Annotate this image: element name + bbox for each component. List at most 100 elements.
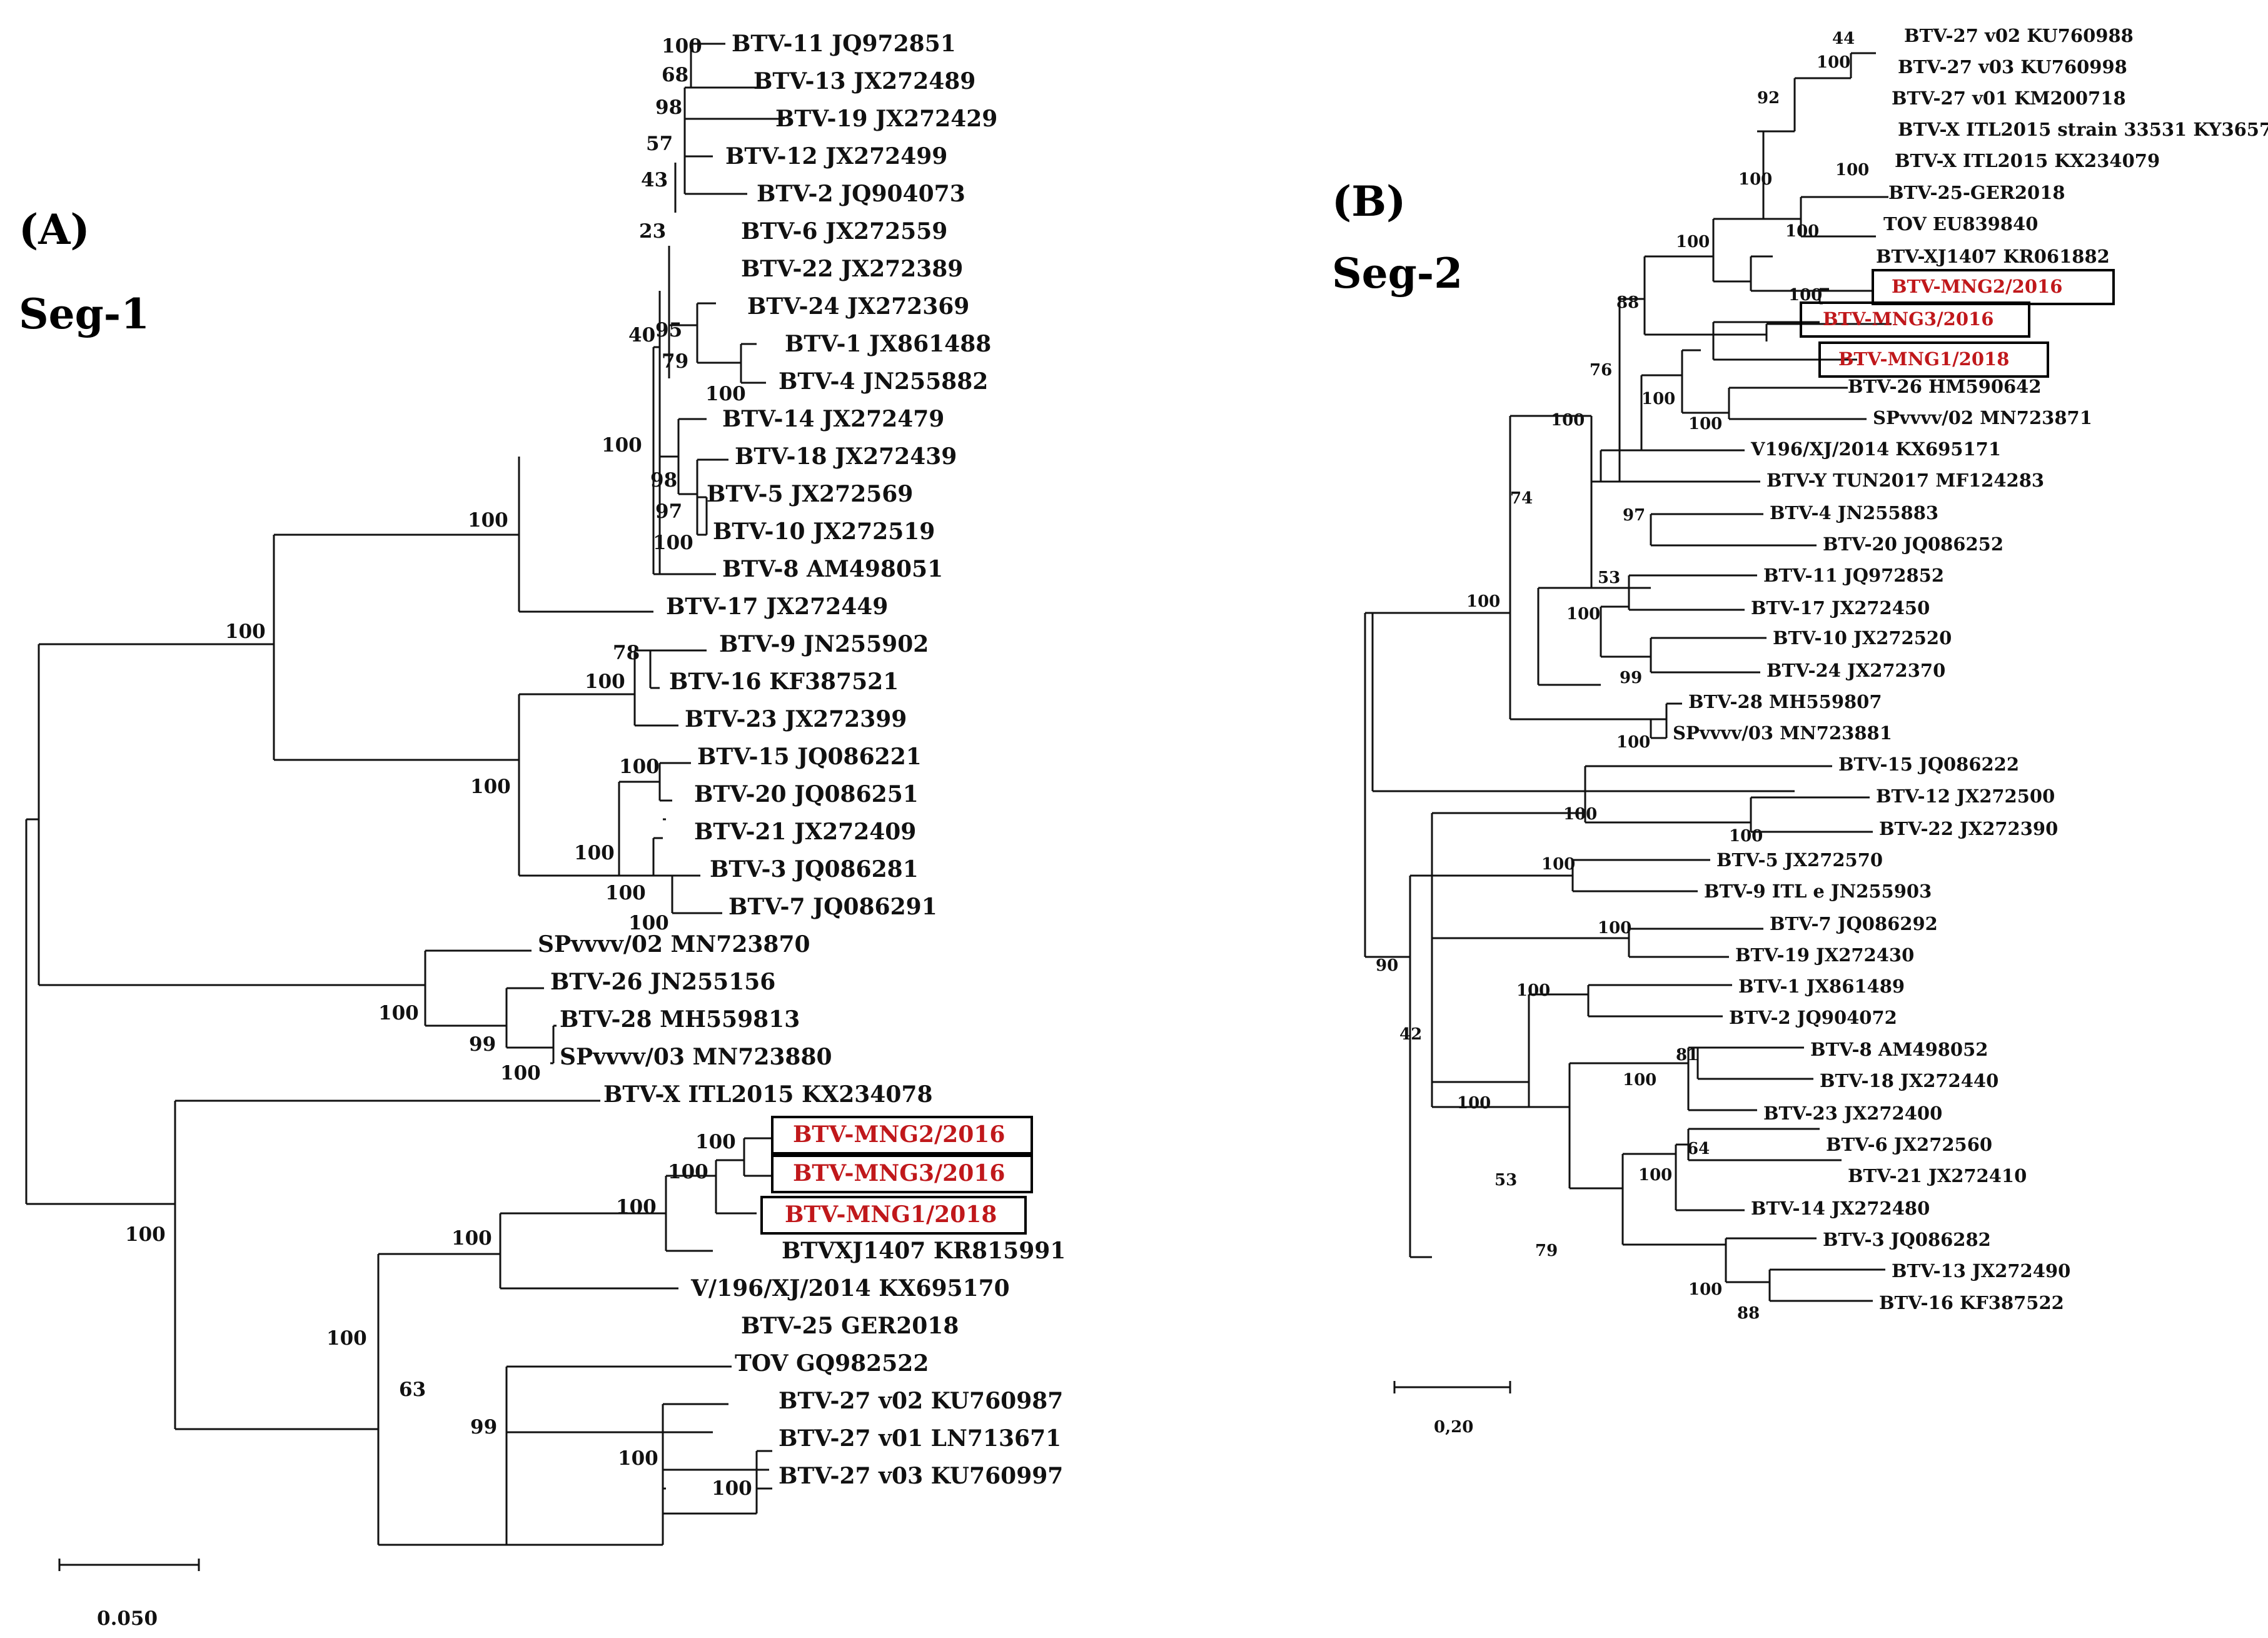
panel-a-segment: Seg-1 bbox=[19, 290, 149, 338]
leaf: V/196/XJ/2014 KX695170 bbox=[690, 1275, 1010, 1302]
leaf: BTV-10 JX272520 bbox=[1773, 627, 1952, 649]
bootstrap-value: 100 bbox=[585, 670, 625, 693]
leaf: BTV-Y TUN2017 MF124283 bbox=[1767, 470, 2044, 491]
leaf: BTV-7 JQ086292 bbox=[1770, 913, 1938, 934]
bootstrap-value: 100 bbox=[662, 35, 702, 58]
bootstrap-value: 100 bbox=[1638, 1166, 1672, 1185]
tree-a-branches bbox=[25, 43, 785, 1546]
leaf: BTV-20 JQ086252 bbox=[1823, 533, 2003, 555]
bootstrap-value: 100 bbox=[628, 912, 669, 934]
bootstrap-value: 100 bbox=[451, 1227, 492, 1250]
leaf: V196/XJ/2014 KX695171 bbox=[1750, 438, 2001, 460]
leaf: BTV-28 MH559807 bbox=[1688, 691, 1882, 712]
scale-label: 0,20 bbox=[1434, 1418, 1473, 1437]
bootstrap-value: 79 bbox=[662, 350, 688, 373]
leaf: BTV-23 JX272400 bbox=[1763, 1103, 1942, 1124]
panel-a: (A) Seg-1 bbox=[19, 31, 1066, 1630]
leaf: BTV-25 GER2018 bbox=[741, 1313, 959, 1339]
leaf: BTV-11 JQ972852 bbox=[1763, 565, 1944, 586]
bootstrap-value: 88 bbox=[1616, 293, 1639, 312]
leaf: BTV-21 JX272410 bbox=[1848, 1165, 2027, 1186]
panel-a-label: (A) bbox=[19, 205, 90, 254]
bootstrap-value: 53 bbox=[1494, 1171, 1517, 1190]
bootstrap-value: 100 bbox=[125, 1223, 166, 1246]
leaf: BTV-16 KF387521 bbox=[669, 669, 899, 695]
leaf: BTV-9 JN255902 bbox=[719, 631, 929, 657]
bootstrap-value: 100 bbox=[1729, 827, 1763, 846]
bootstrap-value: 100 bbox=[668, 1161, 708, 1183]
leaf-highlighted: BTV-MNG1/2018 bbox=[1838, 348, 2009, 370]
bootstrap-value: 100 bbox=[695, 1131, 736, 1153]
bootstrap-value: 95 bbox=[655, 319, 682, 341]
bootstrap-value: 81 bbox=[1676, 1046, 1698, 1064]
highlight-box bbox=[771, 1116, 1033, 1155]
leaf: BTV-3 JQ086282 bbox=[1823, 1229, 1991, 1250]
bootstrap-value: 100 bbox=[1641, 390, 1675, 408]
bootstrap-value: 68 bbox=[662, 64, 688, 86]
leaf: BTV-13 JX272489 bbox=[753, 68, 975, 94]
bootstrap-value: 57 bbox=[646, 133, 673, 155]
bootstrap-value: 100 bbox=[653, 532, 693, 554]
highlight-box bbox=[771, 1155, 1033, 1193]
leaf: TOV EU839840 bbox=[1883, 213, 2038, 235]
leaf: BTV-11 JQ972851 bbox=[732, 31, 956, 57]
bootstrap-value: 100 bbox=[1457, 1094, 1491, 1113]
leaf: BTV-12 JX272500 bbox=[1876, 786, 2055, 807]
scale-label: 0.050 bbox=[97, 1607, 158, 1630]
bootstrap-value: 100 bbox=[1516, 981, 1550, 1000]
bootstrap-value: 100 bbox=[602, 434, 642, 457]
bootstrap-value: 100 bbox=[470, 776, 511, 798]
bootstrap-value: 63 bbox=[399, 1378, 426, 1401]
leaf: BTV-16 KF387522 bbox=[1879, 1292, 2064, 1313]
leaf: BTV-14 JX272480 bbox=[1751, 1198, 1930, 1219]
bootstrap-value: 100 bbox=[1623, 1071, 1656, 1089]
leaf: BTV-27 v02 KU760988 bbox=[1904, 25, 2134, 46]
highlight-box bbox=[760, 1196, 1027, 1235]
leaf: BTV-X ITL2015 KX234078 bbox=[603, 1081, 933, 1108]
leaf: BTV-28 MH559813 bbox=[560, 1006, 800, 1033]
leaf: BTV-6 JX272560 bbox=[1826, 1134, 1992, 1155]
bootstrap-value: 100 bbox=[1676, 233, 1710, 251]
scale-bar-b: 0,20 bbox=[1393, 1381, 1511, 1437]
bootstrap-value: 100 bbox=[1541, 855, 1575, 874]
leaf: SPvvvv/03 MN723880 bbox=[560, 1044, 832, 1070]
leaf: BTV-17 JX272449 bbox=[666, 594, 888, 620]
leaf: BTV-10 JX272519 bbox=[713, 518, 935, 545]
tree-a-bootstrap: 100 68 98 57 43 23 40 95 79 100 100 98 9… bbox=[125, 35, 752, 1500]
leaf: BTV-4 JN255883 bbox=[1770, 502, 1938, 523]
leaf: BTV-XJ1407 KR061882 bbox=[1876, 246, 2110, 267]
leaf-highlighted: BTV-MNG3/2016 bbox=[793, 1160, 1005, 1186]
bootstrap-value: 100 bbox=[1835, 161, 1869, 179]
bootstrap-value: 100 bbox=[1738, 170, 1772, 189]
bootstrap-value: 97 bbox=[1623, 506, 1645, 525]
bootstrap-value: 99 bbox=[469, 1033, 496, 1056]
leaf: BTV-7 JQ086291 bbox=[728, 894, 937, 920]
bootstrap-value: 42 bbox=[1399, 1025, 1422, 1044]
leaf: BTV-9 ITL e JN255903 bbox=[1704, 881, 1932, 902]
leaf: BTV-12 JX272499 bbox=[725, 143, 947, 169]
leaf: BTV-5 JX272569 bbox=[707, 481, 913, 507]
bootstrap-value: 74 bbox=[1510, 489, 1533, 508]
bootstrap-value: 90 bbox=[1376, 956, 1398, 975]
bootstrap-value: 99 bbox=[1620, 669, 1642, 687]
bootstrap-value: 88 bbox=[1737, 1304, 1760, 1323]
leaf: BTV-X ITL2015 strain 33531 KY365755 bbox=[1898, 119, 2268, 140]
leaf-highlighted: BTV-MNG2/2016 bbox=[1892, 276, 2062, 297]
panel-b-label: (B) bbox=[1332, 177, 1406, 226]
bootstrap-value: 100 bbox=[500, 1062, 541, 1084]
leaf: SPvvvv/02 MN723871 bbox=[1873, 407, 2092, 428]
bootstrap-value: 100 bbox=[619, 756, 660, 778]
leaf: BTV-20 JQ086251 bbox=[694, 781, 919, 807]
leaf: BTV-15 JQ086221 bbox=[697, 744, 922, 770]
leaf-highlighted: BTV-MNG3/2016 bbox=[1823, 308, 1993, 330]
leaf: BTV-14 JX272479 bbox=[722, 406, 944, 432]
bootstrap-value: 100 bbox=[1688, 415, 1722, 433]
leaf: SPvvvv/02 MN723870 bbox=[538, 931, 810, 958]
bootstrap-value: 100 bbox=[1788, 286, 1822, 305]
leaf: BTV-15 JQ086222 bbox=[1838, 754, 2019, 775]
bootstrap-value: 79 bbox=[1535, 1241, 1558, 1260]
leaf: BTV-24 JX272370 bbox=[1767, 660, 1945, 681]
highlight-box bbox=[1818, 341, 2049, 378]
